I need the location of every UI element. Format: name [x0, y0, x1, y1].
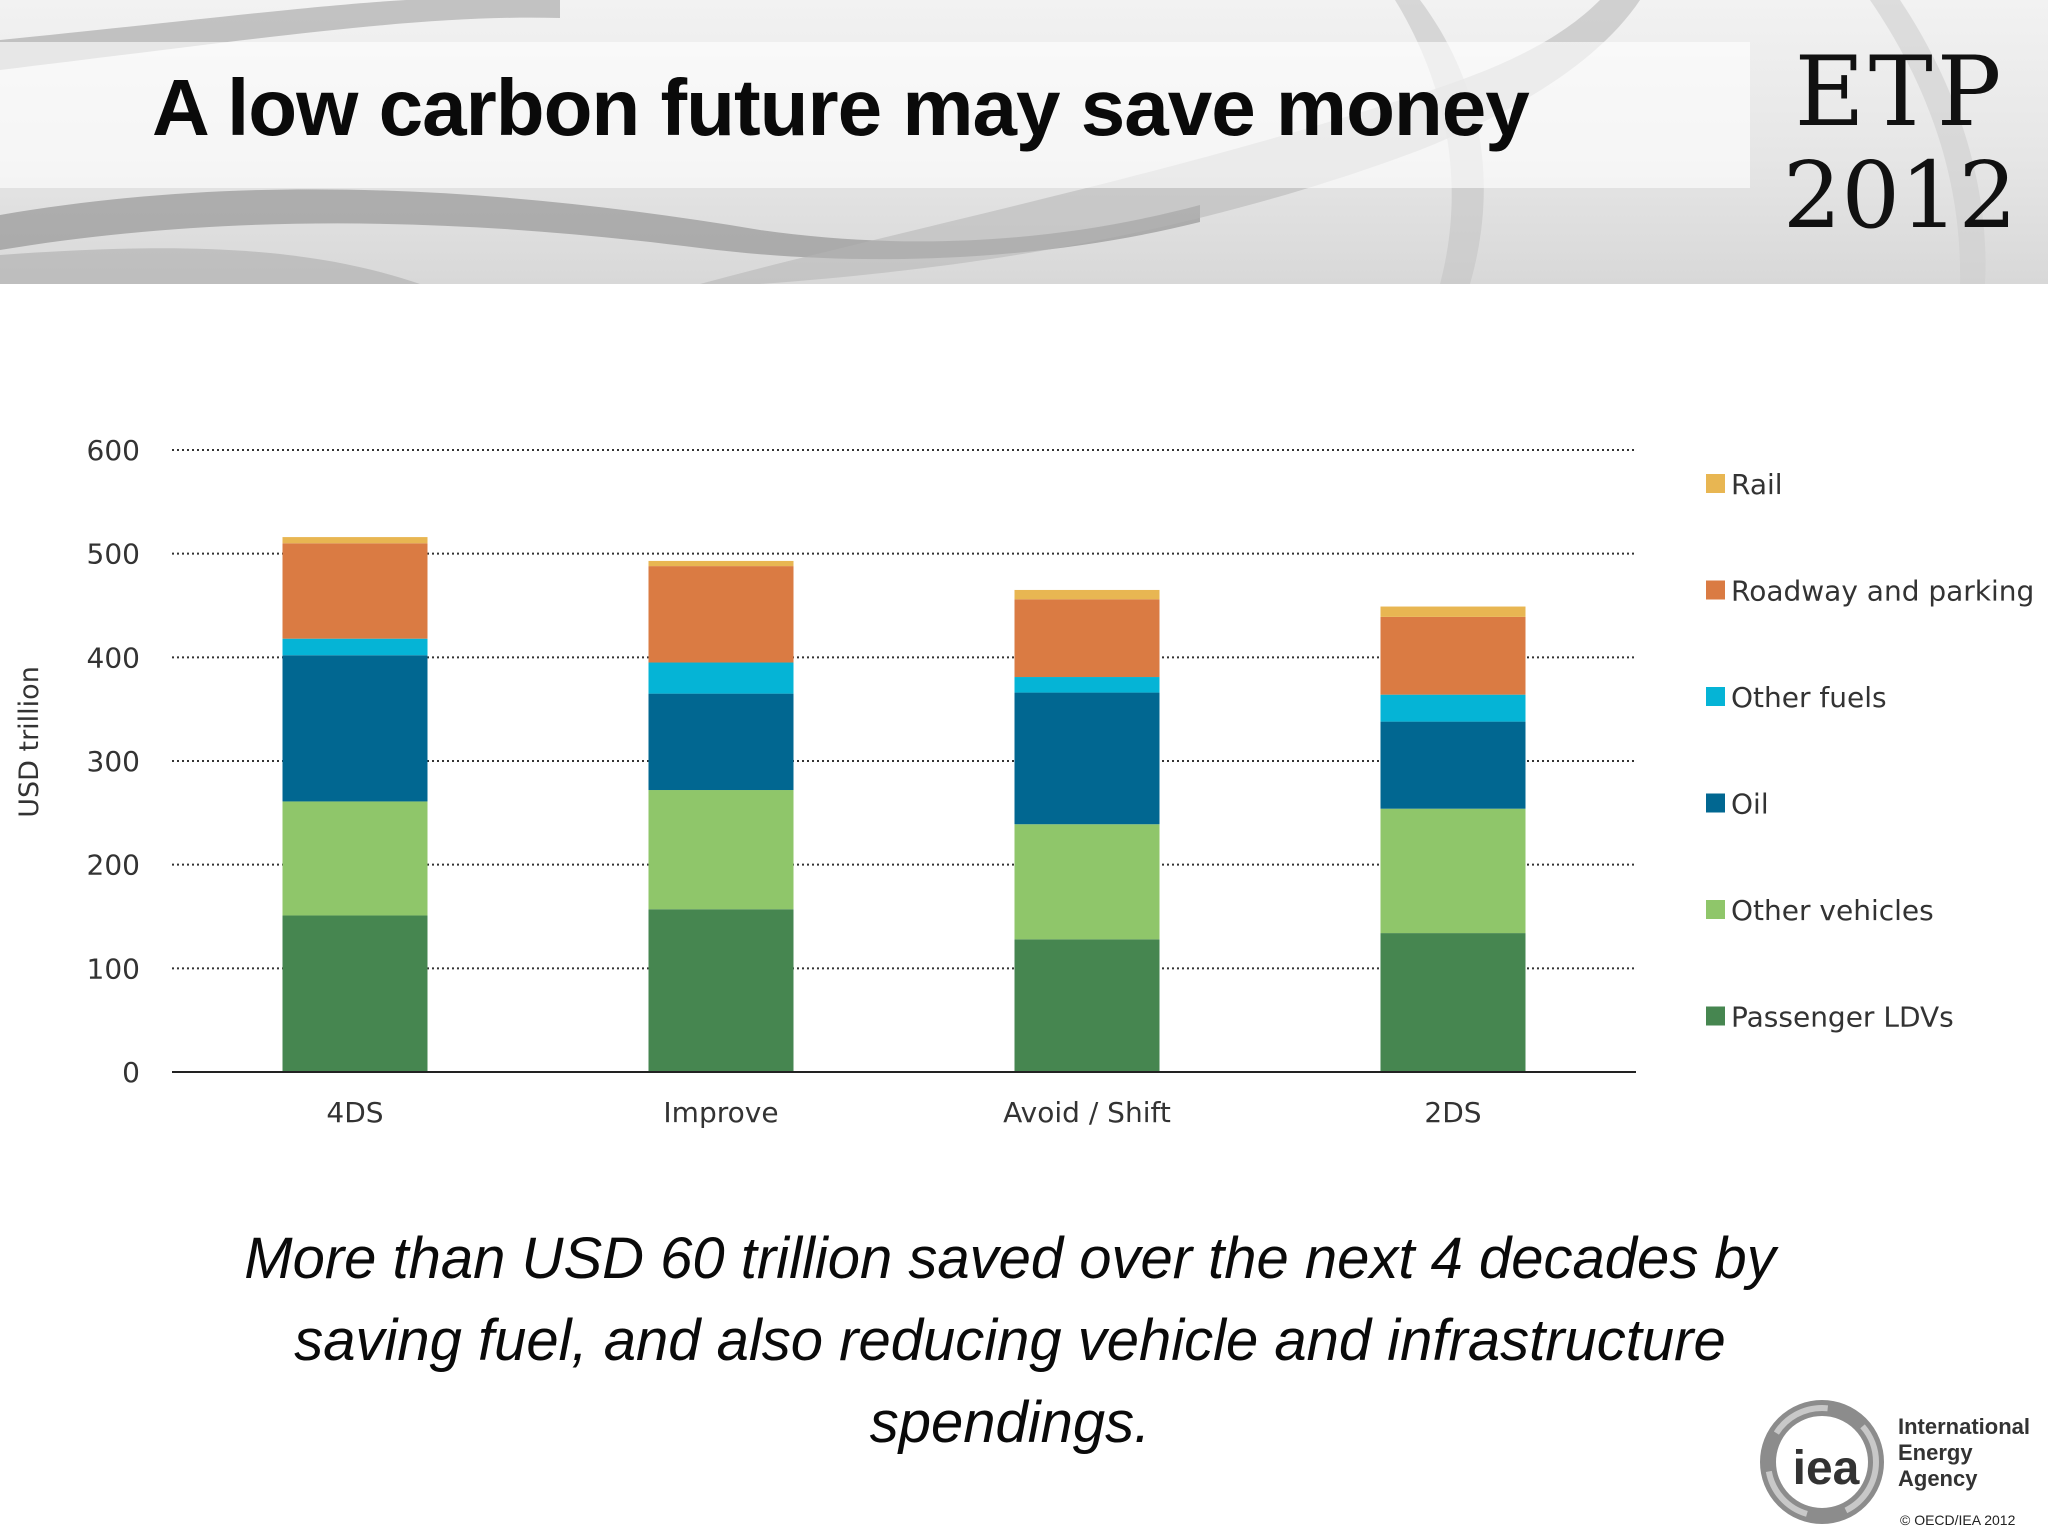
- y-tick-label: 0: [122, 1056, 140, 1089]
- y-tick-label: 600: [87, 434, 140, 467]
- x-tick-label: 2DS: [1424, 1096, 1481, 1129]
- legend-label: Other fuels: [1731, 681, 1887, 714]
- copyright: © OECD/IEA 2012: [1900, 1512, 2016, 1528]
- legend-swatch: [1706, 900, 1725, 919]
- bar-segment: [1380, 606, 1526, 617]
- x-tick-label: Avoid / Shift: [1003, 1096, 1171, 1129]
- iea-logo-icon: iea: [1760, 1400, 1884, 1524]
- legend-swatch: [1706, 793, 1725, 813]
- y-axis-ticks: 0 100 200 300 400 500 600: [87, 434, 140, 1089]
- bar-segment: [282, 537, 428, 544]
- legend-swatch: [1706, 1006, 1725, 1026]
- bar-segment: [1014, 589, 1160, 600]
- bar-segment: [282, 915, 428, 1072]
- legend-swatch: [1706, 474, 1725, 493]
- legend-label: Rail: [1731, 468, 1783, 501]
- org-name: International Energy Agency: [1898, 1414, 2048, 1492]
- bar-segment: [282, 638, 428, 656]
- x-tick-label: 4DS: [326, 1096, 383, 1129]
- org-name-line2: Energy Agency: [1898, 1440, 1978, 1491]
- bar-segment: [648, 560, 794, 567]
- bar-segment: [1380, 694, 1526, 722]
- iea-mark: iea: [1793, 1442, 1860, 1495]
- bar-segment: [648, 566, 794, 663]
- bar-segment: [648, 662, 794, 694]
- bar-segment: [1380, 808, 1526, 934]
- legend-label: Oil: [1731, 788, 1769, 821]
- bar-segment: [1014, 692, 1160, 825]
- header-banner: A low carbon future may save money ETP 2…: [0, 0, 2048, 284]
- bar-segment: [648, 693, 794, 791]
- x-axis-ticks: 4DS Improve Avoid / Shift 2DS: [326, 1096, 1481, 1129]
- bar-segment: [648, 790, 794, 910]
- legend-label: Passenger LDVs: [1731, 1001, 1954, 1034]
- bar-segment: [282, 543, 428, 639]
- title-band: [0, 42, 1750, 188]
- x-tick-label: Improve: [663, 1096, 778, 1129]
- caption-line-2: saving fuel, and also reducing vehicle a…: [294, 1308, 1726, 1373]
- stacked-bar-chart: 0 100 200 300 400 500 600 4DS Improve Avoid / Sh…: [14, 434, 2034, 1129]
- legend-swatch: [1706, 580, 1725, 600]
- bar-segment: [282, 801, 428, 916]
- caption-line-3: spendings.: [869, 1390, 1151, 1455]
- y-axis-label: USD trillion: [14, 666, 45, 818]
- bar-segment: [1380, 721, 1526, 809]
- bars: [282, 537, 1526, 1072]
- bar-segment: [1014, 677, 1160, 693]
- bar-segment: [1014, 824, 1160, 940]
- caption: More than USD 60 trillion saved over the…: [140, 1218, 1880, 1464]
- legend-label: Roadway and parking: [1731, 575, 2034, 608]
- report-logo-line2: 2012: [1782, 142, 2018, 249]
- y-tick-label: 500: [87, 538, 140, 571]
- bar-segment: [1380, 616, 1526, 695]
- legend-label: Other vehicles: [1731, 894, 1934, 927]
- report-logo-line1: ETP: [1794, 36, 2006, 148]
- bar-segment: [648, 909, 794, 1072]
- bar-segment: [282, 655, 428, 802]
- page-title: A low carbon future may save money: [152, 63, 1530, 152]
- y-tick-label: 100: [87, 952, 140, 985]
- y-tick-label: 300: [87, 745, 140, 778]
- org-name-line1: International: [1898, 1414, 2031, 1439]
- caption-line-1: More than USD 60 trillion saved over the…: [244, 1226, 1776, 1291]
- y-tick-label: 400: [87, 641, 140, 674]
- bar-segment: [1014, 599, 1160, 678]
- legend-swatch: [1706, 687, 1725, 706]
- bar-segment: [1014, 939, 1160, 1072]
- bar-segment: [1380, 933, 1526, 1072]
- legend: Rail Roadway and parking Other fuels Oil Oth…: [1706, 468, 2034, 1034]
- report-logo: ETP 2012: [1780, 40, 2020, 248]
- y-tick-label: 200: [87, 849, 140, 882]
